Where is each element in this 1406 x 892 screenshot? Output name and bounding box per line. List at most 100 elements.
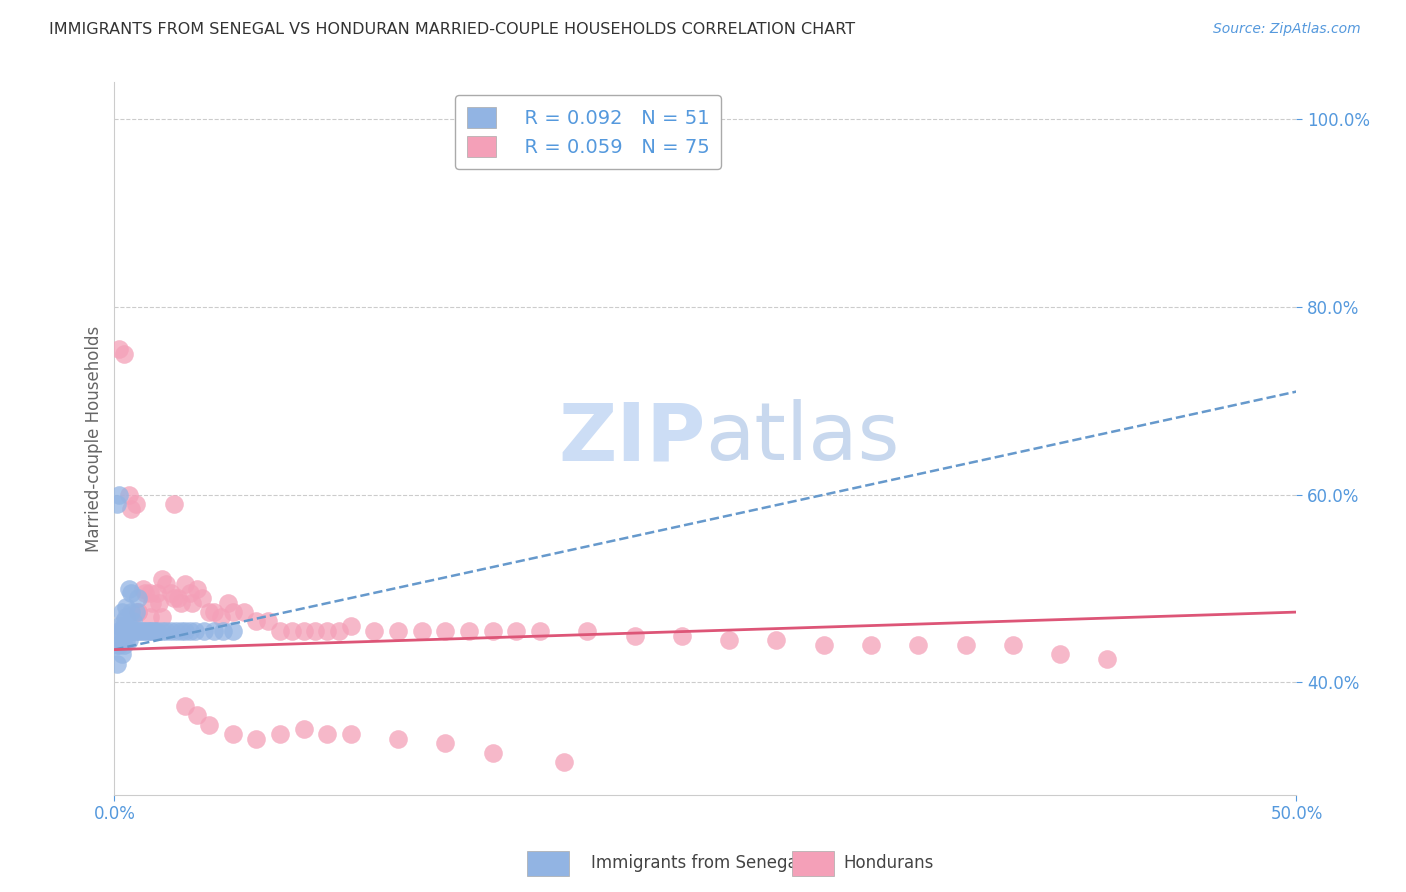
Point <box>718 633 741 648</box>
Point <box>174 698 197 713</box>
Point <box>112 615 135 629</box>
Point <box>120 605 142 619</box>
Point <box>108 638 131 652</box>
Point <box>193 624 215 638</box>
Point <box>269 624 291 638</box>
Point <box>292 624 315 638</box>
Point <box>1049 648 1071 662</box>
Point <box>553 756 575 770</box>
Point <box>155 624 177 638</box>
Point <box>202 605 225 619</box>
Point <box>122 624 145 638</box>
Text: Hondurans: Hondurans <box>844 855 934 872</box>
Point <box>186 708 208 723</box>
Point <box>129 624 152 638</box>
Point <box>304 624 326 638</box>
Point <box>1097 652 1119 666</box>
Point <box>191 591 214 605</box>
Point <box>125 497 148 511</box>
Point <box>112 347 135 361</box>
Point <box>165 624 187 638</box>
Point <box>132 582 155 596</box>
Point <box>141 624 163 638</box>
Point <box>174 624 197 638</box>
Point <box>245 731 267 746</box>
Point <box>115 600 138 615</box>
Point <box>120 624 142 638</box>
Point <box>576 624 599 638</box>
Point <box>134 586 156 600</box>
Point <box>115 633 138 648</box>
Point <box>169 596 191 610</box>
Point <box>125 624 148 638</box>
Point <box>221 624 243 638</box>
Point <box>221 605 243 619</box>
Point <box>212 624 235 638</box>
Point <box>955 638 977 652</box>
Point <box>115 624 138 638</box>
Point <box>117 633 139 648</box>
Point <box>316 727 339 741</box>
Point <box>1001 638 1024 652</box>
Point <box>340 619 363 633</box>
Point <box>120 586 142 600</box>
Point <box>132 624 155 638</box>
Point <box>125 605 148 619</box>
Y-axis label: Married-couple Households: Married-couple Households <box>86 326 103 551</box>
Point <box>148 596 170 610</box>
Point <box>387 731 409 746</box>
Point <box>139 624 162 638</box>
Point <box>198 717 221 731</box>
Point <box>115 609 138 624</box>
Point <box>110 624 132 638</box>
Point <box>112 624 135 638</box>
Point <box>136 624 159 638</box>
Point <box>127 605 149 619</box>
Point <box>108 624 131 638</box>
Point <box>186 582 208 596</box>
Point <box>150 624 173 638</box>
Point <box>280 624 302 638</box>
Point <box>179 624 201 638</box>
Point <box>108 343 131 357</box>
Point <box>316 624 339 638</box>
Point <box>150 609 173 624</box>
Point <box>127 624 149 638</box>
Point <box>481 746 503 760</box>
Point <box>363 624 385 638</box>
Point <box>112 638 135 652</box>
Point <box>434 624 457 638</box>
Point <box>340 727 363 741</box>
Point <box>859 638 882 652</box>
Text: IMMIGRANTS FROM SENEGAL VS HONDURAN MARRIED-COUPLE HOUSEHOLDS CORRELATION CHART: IMMIGRANTS FROM SENEGAL VS HONDURAN MARR… <box>49 22 855 37</box>
Point <box>184 624 207 638</box>
Point <box>167 591 190 605</box>
Point <box>155 577 177 591</box>
Point <box>146 586 169 600</box>
Point <box>202 624 225 638</box>
Point <box>765 633 787 648</box>
Point <box>813 638 835 652</box>
Point <box>269 727 291 741</box>
Point <box>671 628 693 642</box>
Point <box>387 624 409 638</box>
Point <box>146 624 169 638</box>
Point <box>198 605 221 619</box>
Point <box>529 624 551 638</box>
Point <box>174 577 197 591</box>
Point <box>127 591 149 605</box>
Point <box>134 624 156 638</box>
Point <box>117 619 139 633</box>
Point <box>907 638 929 652</box>
Text: ZIP: ZIP <box>558 400 706 477</box>
Point <box>411 624 433 638</box>
Legend:   R = 0.092   N = 51,   R = 0.059   N = 75: R = 0.092 N = 51, R = 0.059 N = 75 <box>456 95 721 169</box>
Point <box>328 624 350 638</box>
Point <box>181 596 204 610</box>
Point <box>150 572 173 586</box>
Point <box>257 615 280 629</box>
Point <box>122 615 145 629</box>
Point <box>245 615 267 629</box>
Point <box>105 638 128 652</box>
Point <box>110 648 132 662</box>
